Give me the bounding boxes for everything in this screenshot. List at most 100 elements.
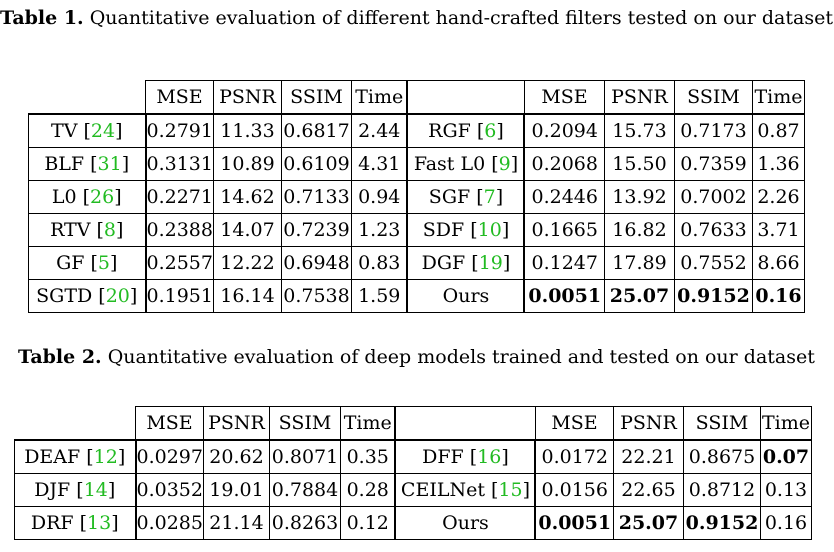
time-cell: 1.36 (751, 147, 805, 181)
time-cell: 4.31 (350, 147, 408, 181)
method-name: Ours (442, 285, 490, 307)
citation-link[interactable]: 20 (105, 285, 130, 307)
time-cell: 2.44 (350, 113, 408, 148)
citation-link[interactable]: 5 (97, 252, 110, 274)
table1-header-row: MSE PSNR SSIM Time MSE PSNR SSIM Time (28, 80, 805, 115)
mse-cell: 0.2388 (145, 213, 214, 247)
method-name: DGF (421, 252, 466, 274)
citation-link[interactable]: 7 (483, 186, 496, 208)
table1-corner-right (406, 80, 525, 115)
time-cell: 1.59 (350, 279, 408, 313)
table1-label: Table 1. (0, 7, 84, 29)
table-row: TV [24] 0.2791 11.33 0.6817 2.44 RGF [6]… (28, 113, 805, 148)
table1-header-time-right: Time (751, 80, 805, 115)
ssim-cell: 0.6109 (280, 147, 352, 181)
psnr-cell: 22.21 (612, 439, 684, 474)
citation-link[interactable]: 16 (477, 446, 502, 468)
table2-label: Table 2. (18, 346, 102, 368)
psnr-cell: 10.89 (212, 147, 282, 181)
table2-caption-text: Quantitative evaluation of deep models t… (107, 346, 815, 368)
table1-header-ssim-right: SSIM (673, 80, 753, 115)
psnr-cell: 19.01 (202, 473, 270, 507)
citation-link[interactable]: 19 (478, 252, 503, 274)
time-cell: 8.66 (751, 246, 805, 280)
ssim-cell: 0.7538 (280, 279, 352, 313)
table1-caption-text: Quantitative evaluation of different han… (89, 7, 833, 29)
mse-cell: 0.2557 (145, 246, 214, 280)
mse-cell: 0.2446 (523, 180, 605, 214)
method-name: DEAF (24, 446, 81, 468)
method-name: RGF (428, 120, 471, 142)
citation-link[interactable]: 12 (93, 446, 118, 468)
citation-link[interactable]: 13 (87, 512, 112, 534)
citation-link[interactable]: 15 (498, 479, 523, 501)
ssim-cell-best: 0.9152 (673, 279, 753, 313)
time-cell: 0.83 (350, 246, 408, 280)
method-name: DRF (30, 512, 74, 534)
psnr-cell: 16.14 (212, 279, 282, 313)
ssim-cell: 0.7884 (268, 473, 341, 507)
table1-header-mse-right: MSE (523, 80, 605, 115)
psnr-cell: 15.50 (603, 147, 675, 181)
method-cell: DJF [14] (14, 473, 137, 507)
table2-header-mse-right: MSE (534, 406, 614, 441)
time-cell-best: 0.16 (751, 279, 805, 313)
method-name: DJF (34, 479, 71, 501)
method-name: SGTD (36, 285, 93, 307)
ssim-cell: 0.6948 (280, 246, 352, 280)
psnr-cell: 14.62 (212, 180, 282, 214)
mse-cell: 0.2094 (523, 113, 605, 148)
method-name: GF (56, 252, 85, 274)
time-cell: 0.35 (339, 439, 396, 474)
mse-cell: 0.3131 (145, 147, 214, 181)
citation-link[interactable]: 6 (484, 120, 497, 142)
time-cell: 0.28 (339, 473, 396, 507)
ssim-cell: 0.8675 (682, 439, 761, 474)
time-cell-best: 0.07 (759, 439, 812, 474)
table1-header-psnr-right: PSNR (603, 80, 675, 115)
method-name: SGF (428, 186, 471, 208)
ssim-cell: 0.8263 (268, 506, 341, 540)
psnr-cell: 17.89 (603, 246, 675, 280)
psnr-cell: 20.62 (202, 439, 270, 474)
citation-link[interactable]: 24 (90, 120, 116, 142)
citation-link[interactable]: 10 (477, 219, 502, 241)
method-name: CEILNet (400, 479, 485, 501)
time-cell: 0.94 (350, 180, 408, 214)
psnr-cell: 15.73 (603, 113, 675, 148)
table-row: DJF [14] 0.0352 19.01 0.7884 0.28 CEILNe… (14, 473, 812, 507)
method-cell: DGF [19] (406, 246, 526, 280)
table1: MSE PSNR SSIM Time MSE PSNR SSIM Time TV… (28, 80, 805, 313)
method-name: BLF (44, 153, 85, 175)
ssim-cell: 0.7552 (673, 246, 753, 280)
method-cell: GF [5] (28, 246, 147, 280)
psnr-cell: 16.82 (603, 213, 675, 247)
time-cell: 1.23 (350, 213, 408, 247)
table1-corner (28, 80, 146, 115)
table2-header-mse: MSE (135, 406, 204, 441)
citation-link[interactable]: 26 (90, 186, 115, 208)
table1-header-time: Time (350, 80, 408, 115)
citation-link[interactable]: 8 (103, 219, 116, 241)
method-cell: DRF [13] (14, 506, 137, 540)
table2-corner (14, 406, 136, 441)
citation-link[interactable]: 31 (97, 153, 122, 175)
table-row: BLF [31] 0.3131 10.89 0.6109 4.31 Fast L… (28, 147, 805, 181)
citation-link[interactable]: 9 (498, 153, 511, 175)
table2-header-time: Time (339, 406, 396, 441)
ssim-cell: 0.7173 (673, 113, 753, 148)
citation-link[interactable]: 14 (83, 479, 108, 501)
table-row: L0 [26] 0.2271 14.62 0.7133 0.94 SGF [7]… (28, 180, 805, 214)
mse-cell: 0.2791 (145, 113, 214, 148)
time-cell: 0.12 (339, 506, 396, 540)
method-cell: Ours (394, 506, 537, 540)
time-cell: 0.87 (751, 113, 805, 148)
table-row: RTV [8] 0.2388 14.07 0.7239 1.23 SDF [10… (28, 213, 805, 247)
mse-cell: 0.0285 (135, 506, 204, 540)
method-cell: RTV [8] (28, 213, 147, 247)
method-cell: SGTD [20] (28, 279, 147, 313)
mse-cell: 0.0352 (135, 473, 204, 507)
ssim-cell: 0.6817 (280, 113, 352, 148)
mse-cell-best: 0.0051 (534, 506, 614, 540)
method-name: RTV (50, 219, 91, 241)
